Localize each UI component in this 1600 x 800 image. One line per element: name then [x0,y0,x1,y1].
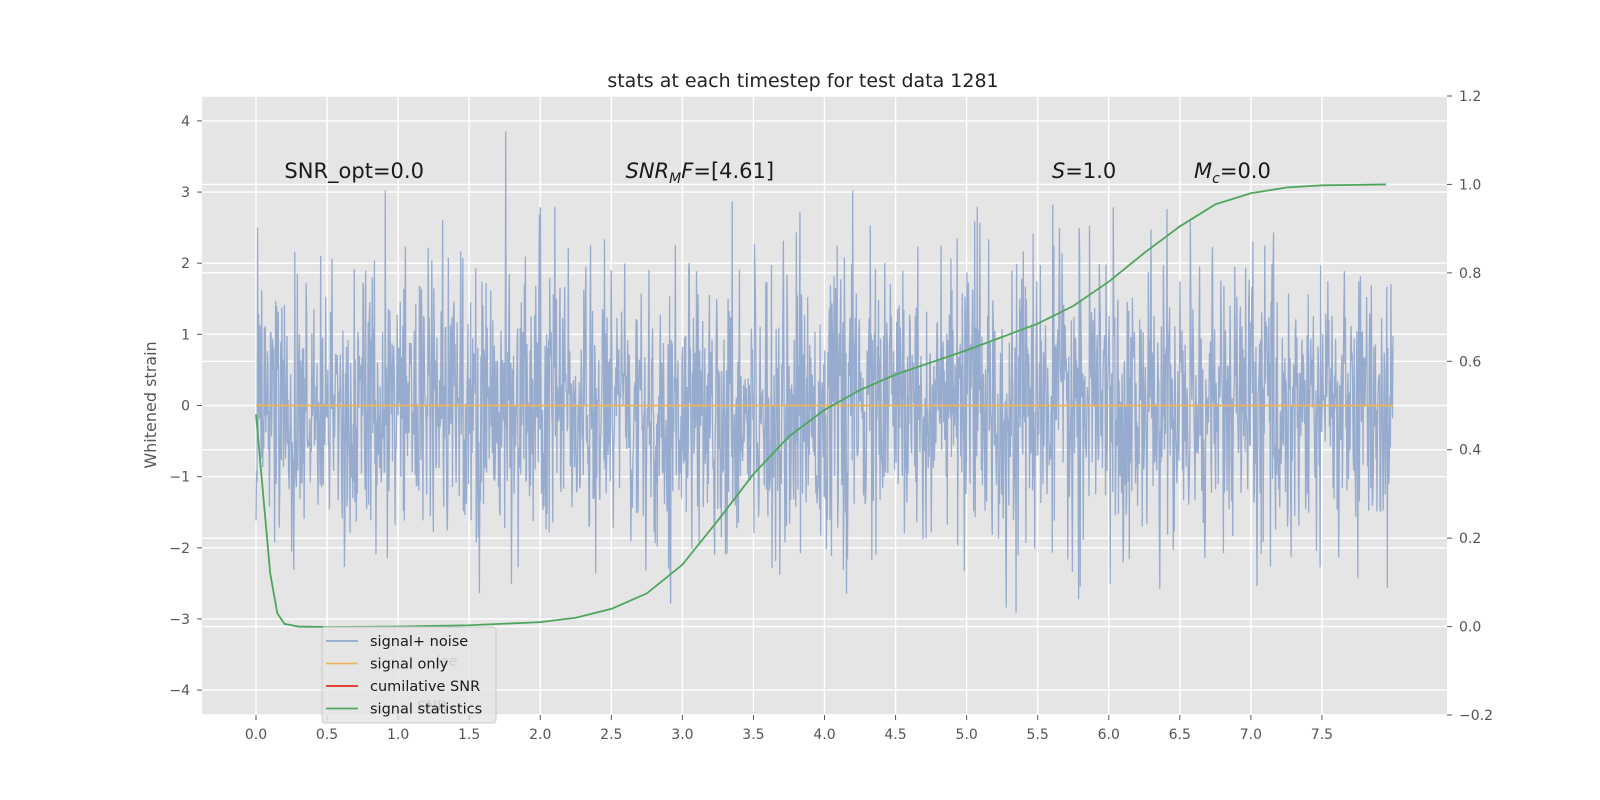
y-tick-label: 1 [181,327,190,343]
y-tick-label: 0 [181,399,190,415]
y-right-tick-label: 0.0 [1459,620,1481,636]
x-tick-label: 3.5 [742,727,764,743]
x-tick-label: 5.0 [955,727,977,743]
x-tick-label: 6.5 [1169,727,1191,743]
y-tick-label: −4 [169,683,190,699]
x-tick-label: 2.5 [600,727,622,743]
legend-box [321,626,497,724]
y-right-tick-label: −0.2 [1459,708,1493,724]
x-tick-label: 1.5 [458,727,480,743]
x-tick-label: 2.0 [529,727,551,743]
y-tick-label: −3 [169,612,190,628]
y-tick-label: 3 [181,185,190,201]
annotations: SNR_opt=0.0 SNRMF=[4.61] S=1.0 Mc=0.0 [284,159,1270,187]
y-right-tick-label: 1.0 [1459,177,1481,193]
x-tick-label: 3.0 [671,727,693,743]
y-right-tick-label: 0.2 [1459,531,1481,547]
y-right-tick-label: 1.2 [1459,89,1481,105]
annotation: S=1.0 [1052,159,1116,183]
y-right-tick-label: 0.6 [1459,354,1481,370]
x-tick-label: 7.5 [1311,727,1333,743]
legend-label: signal only [370,657,449,673]
x-tick-label: 4.5 [884,727,906,743]
legend: ise SNR signal+ noise signal only cumilative… [321,626,497,724]
x-tick-label: 0.5 [316,727,338,743]
legend-ghost-text: SNR [417,699,447,715]
x-tick-label: 0.0 [245,727,267,743]
legend-label: signal+ noise [370,634,468,650]
annotation: Mc=0.0 [1194,159,1271,187]
series-line-signal-statistics [255,183,1386,628]
y-tick-label: −1 [169,470,190,486]
y-right-tick-label: 0.4 [1459,443,1481,459]
noise-line [255,131,1394,613]
x-tick-label: 1.0 [387,727,409,743]
axes: 0.0 0.5 1.0 1.5 2.0 2.5 3.0 3.5 4.0 4.5 5.0 5.5 6.0 6… [169,89,1493,743]
legend-label: cumilative SNR [370,679,480,695]
series-signal-plus-noise [255,131,1394,613]
series-lines [255,183,1393,628]
legend-label: signal statistics [370,702,482,718]
legend-ghost-text: ise [437,654,458,670]
y-axis-title: Whitened strain [141,341,160,468]
annotation: SNRMF=[4.61] [626,159,775,187]
x-tick-label: 7.0 [1240,727,1262,743]
annotation: SNR_opt=0.0 [284,159,424,184]
x-tick-label: 5.5 [1027,727,1049,743]
y-tick-label: 4 [181,114,190,130]
y-tick-label: 2 [181,256,190,272]
chart-title: stats at each timestep for test data 128… [607,70,998,92]
y-right-tick-label: 0.8 [1459,266,1481,282]
x-tick-label: 4.0 [813,727,835,743]
y-tick-label: −2 [169,541,190,557]
x-tick-label: 6.0 [1098,727,1120,743]
